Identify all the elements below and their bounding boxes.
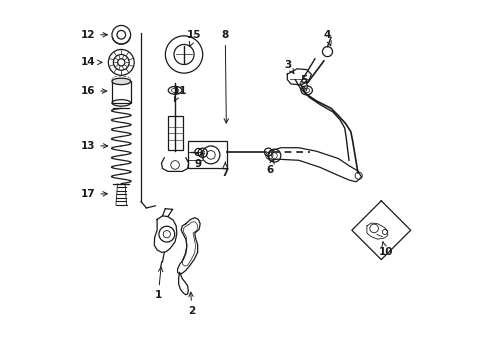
Text: 4: 4 <box>323 30 331 46</box>
Text: 9: 9 <box>195 153 203 169</box>
Text: 10: 10 <box>378 242 393 257</box>
Text: 8: 8 <box>221 30 229 123</box>
Text: 14: 14 <box>81 57 102 67</box>
Text: 13: 13 <box>81 141 108 151</box>
Text: 6: 6 <box>267 159 274 175</box>
Text: 7: 7 <box>221 162 229 178</box>
Text: 12: 12 <box>81 30 107 40</box>
Text: 3: 3 <box>284 60 294 73</box>
Text: 1: 1 <box>154 267 163 301</box>
Text: 2: 2 <box>188 292 196 316</box>
Text: 5: 5 <box>300 75 308 91</box>
Text: 11: 11 <box>172 86 187 102</box>
Bar <box>168 116 183 150</box>
Text: 15: 15 <box>187 30 201 46</box>
Bar <box>112 81 131 103</box>
Bar <box>188 141 227 168</box>
Ellipse shape <box>112 78 131 85</box>
Text: 17: 17 <box>81 189 107 199</box>
Text: 16: 16 <box>81 86 107 96</box>
